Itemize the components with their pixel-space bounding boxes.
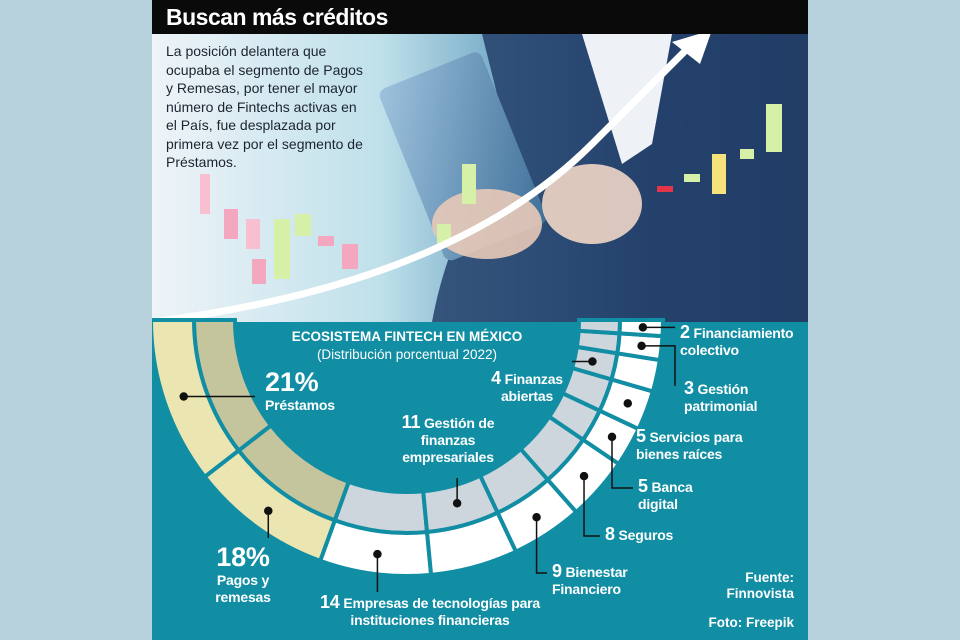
label-pagos: 18% Pagos y remesas [215, 542, 271, 605]
label-bienestar: 9 Bienestar Financiero [552, 561, 628, 597]
donut-chart [152, 318, 676, 592]
label-gestion-finanzas: 11 Gestión de finanzas empresariales [401, 412, 495, 465]
chart-subtitle: (Distribución porcentual 2022) [316, 347, 498, 362]
chart-title-block: ECOSISTEMA FINTECH EN MÉXICO (Distribuci… [262, 328, 552, 364]
intro-text: La posición delantera que ocupaba el seg… [166, 43, 363, 170]
leader-dot-9 [637, 341, 646, 351]
leader-line-4 [535, 517, 547, 574]
leader-dot-4 [532, 513, 541, 522]
slice-inner-band [576, 318, 623, 336]
chart-title: ECOSISTEMA FINTECH EN MÉXICO [291, 329, 523, 344]
label-banca-digital: 5 Banca digital [638, 476, 693, 512]
leader-line-9 [641, 345, 676, 386]
header-bar: Buscan más créditos [152, 0, 808, 34]
leader-dot-6 [607, 432, 617, 442]
label-financiamiento-colectivo: 2 Financiamiento colectivo [680, 322, 794, 358]
leader-dot-10 [638, 323, 648, 332]
hero-photo [152, 34, 808, 322]
label-gestion-patrimonial: 3 Gestión patrimonial [684, 378, 758, 414]
leader-line-5 [583, 476, 600, 537]
infographic-panel: Buscan más créditos [152, 0, 808, 640]
label-seguros: 8 Seguros [605, 524, 674, 544]
page-title: Buscan más créditos [166, 4, 388, 30]
slice-2 [317, 479, 434, 578]
leader-line-6 [611, 436, 633, 489]
leader-dot-1 [264, 506, 273, 516]
leader-dot-5 [579, 471, 589, 481]
photo-credit: Foto: Freepik [708, 615, 794, 630]
leader-dot-0 [179, 392, 188, 401]
leader-dot-2 [373, 549, 382, 559]
label-servicios-bienes-raices: 5 Servicios para bienes raíces [636, 426, 743, 462]
label-empresas: 14 Empresas de tecnologías para instituc… [319, 592, 541, 628]
candlesticks [200, 104, 782, 284]
label-prestamos: 21% Préstamos [265, 367, 335, 413]
leader-dot-8 [588, 357, 597, 366]
arrow-head-icon [672, 34, 711, 64]
label-finanzas-abiertas: 4 Finanzas abiertas [491, 368, 563, 404]
growth-arrow-curve [152, 41, 695, 322]
leader-dot-7 [623, 399, 633, 408]
source-credit: Fuente: Finnovista [726, 570, 794, 601]
leader-dot-3 [452, 499, 462, 508]
